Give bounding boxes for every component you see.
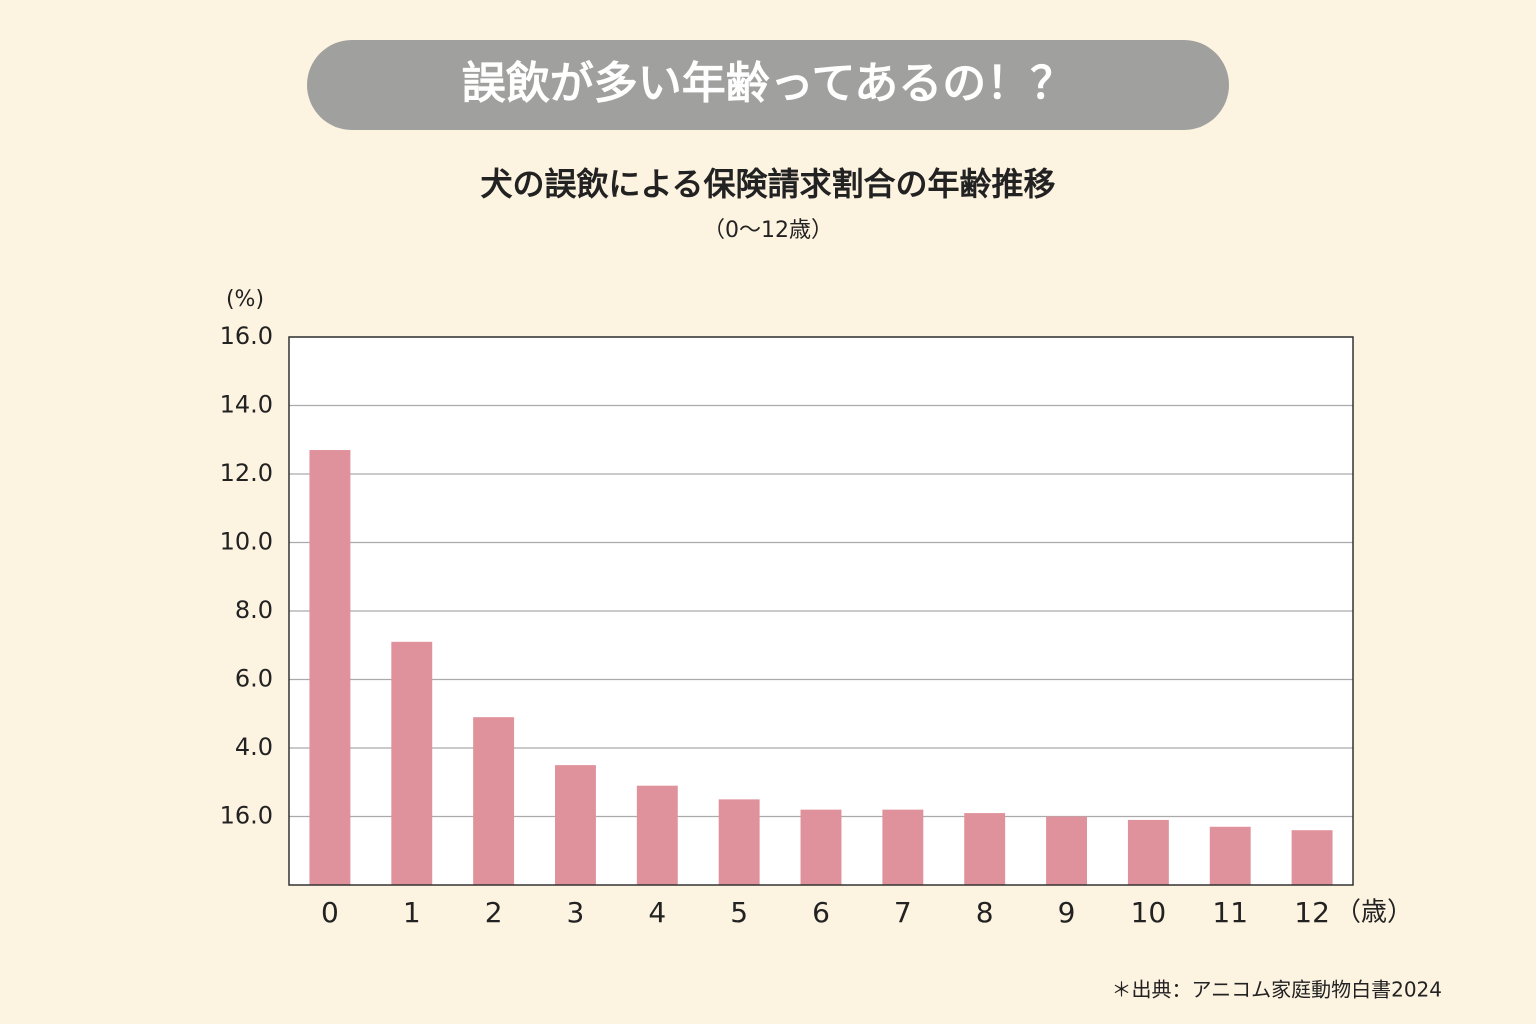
chart-subtitle: （0〜12歳） (703, 218, 833, 243)
plot-border (288, 336, 1354, 886)
bar (636, 785, 678, 885)
y-tick-label: 6.0 (235, 665, 273, 693)
banner (307, 40, 1229, 130)
bar (391, 641, 433, 885)
y-tick-label: 12.0 (220, 459, 273, 487)
x-tick-label: 3 (567, 896, 585, 929)
x-tick-label: 11 (1212, 896, 1248, 929)
x-tick-label: 5 (730, 896, 748, 929)
bar (309, 450, 351, 885)
x-tick-label: 7 (894, 896, 912, 929)
bar (1291, 830, 1333, 885)
y-tick-label: 16.0 (220, 322, 273, 350)
x-tick-label: 1 (403, 896, 421, 929)
y-tick-label: 8.0 (235, 596, 273, 624)
y-tick-label: 14.0 (220, 391, 273, 419)
y-tick-label: 10.0 (220, 528, 273, 556)
bar (964, 813, 1006, 885)
x-axis-label: （歳） (1335, 898, 1413, 928)
x-tick-label: 6 (812, 896, 830, 929)
x-tick-label: 9 (1058, 896, 1076, 929)
bar (882, 809, 924, 885)
bar (718, 799, 760, 885)
bar (555, 765, 596, 885)
x-tick-label: 0 (321, 896, 339, 929)
bar (1127, 819, 1169, 885)
y-axis-label: (%) (226, 287, 264, 312)
chart-title: 犬の誤飲による保険請求割合の年齢推移 (480, 165, 1055, 203)
x-tick-label: 10 (1131, 896, 1167, 929)
x-tick-label: 12 (1294, 896, 1330, 929)
x-tick-label: 2 (485, 896, 503, 929)
y-tick-label: 16.0 (220, 802, 273, 830)
x-tick-label: 8 (976, 896, 994, 929)
source: ＊出典：アニコム家庭動物白書2024 (1112, 978, 1443, 1002)
bar (473, 717, 515, 885)
y-tick-label: 4.0 (235, 733, 273, 761)
bar (1046, 816, 1087, 885)
bar (1209, 826, 1251, 885)
bar (800, 809, 842, 885)
banner-title: 誤飲が多い年齢ってあるの！？ (462, 58, 1074, 109)
x-tick-label: 4 (648, 896, 666, 929)
